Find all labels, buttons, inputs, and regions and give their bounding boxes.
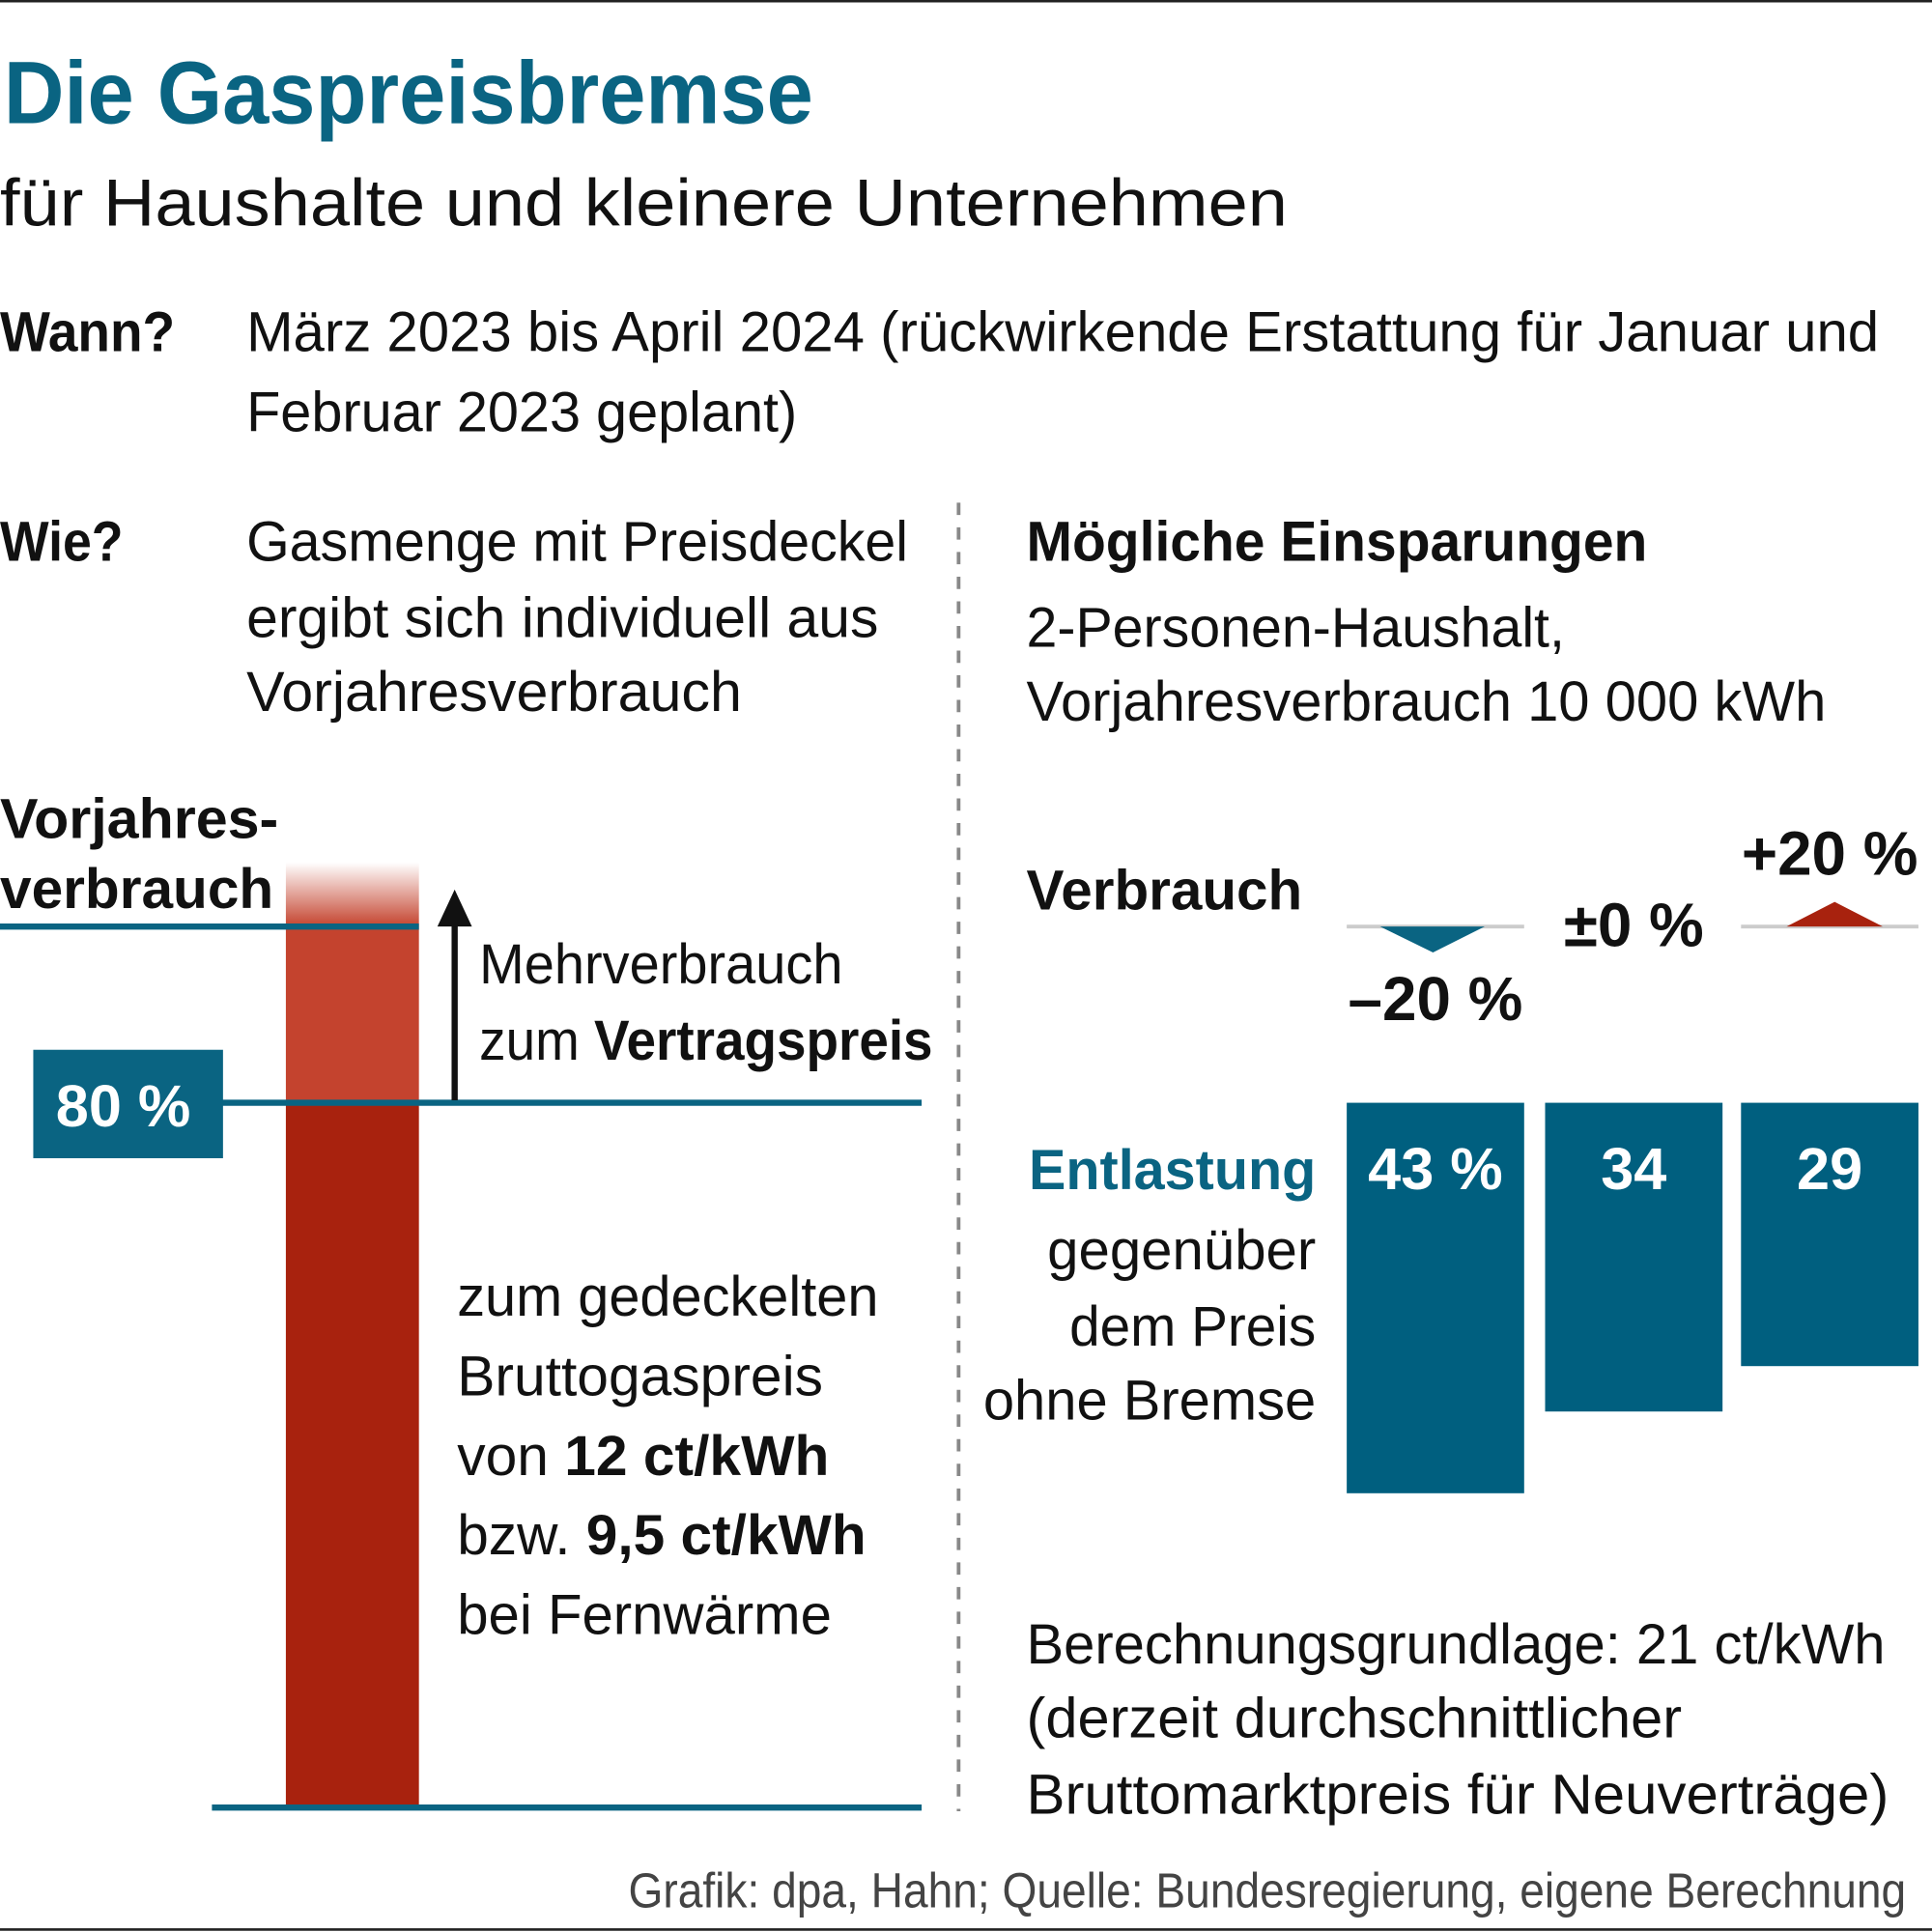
when-label: Wann? [0, 301, 175, 364]
cap-label: 80 % [56, 1073, 191, 1139]
bar-extra [285, 926, 419, 1103]
chart-subtitle: 2-Personen-Haushalt, [1027, 597, 1565, 660]
text-run: bzw. [457, 1504, 586, 1567]
x-label: Verbrauch [1027, 859, 1303, 922]
category-label: +20 % [1742, 819, 1918, 889]
bar [1741, 1102, 1918, 1367]
bar-capped [285, 1102, 419, 1808]
value-label: 43 % [1368, 1136, 1503, 1202]
text-run: Vertragspreis [594, 1009, 933, 1072]
y-label: ohne Bremse [983, 1369, 1316, 1432]
arrow-head [437, 889, 472, 927]
extra-text: zum Vertragspreis [479, 1009, 932, 1072]
extra-text: Mehrverbrauch [479, 933, 842, 996]
base-label: verbrauch [0, 858, 273, 921]
capped-line: bzw. 9,5 ct/kWh [457, 1504, 866, 1567]
how-text: Gasmenge mit Preisdeckel [246, 510, 908, 573]
up-marker [1786, 901, 1883, 927]
capped-line: von 12 ct/kWh [457, 1425, 829, 1488]
category-label: ±0 % [1564, 891, 1704, 960]
bars: 43 % –20 % 34 ±0 % 29 +20 % [1347, 819, 1918, 1493]
category-label: –20 % [1349, 964, 1523, 1034]
text-run: von [457, 1425, 564, 1488]
value-label: 29 [1797, 1136, 1862, 1202]
subtitle: für Haushalte und kleinere Unternehmen [0, 165, 1288, 240]
how-text: Vorjahresverbrauch [246, 661, 742, 724]
capped-line: zum gedeckelten [457, 1265, 878, 1328]
cap-box [33, 1049, 223, 1158]
value-label: 34 [1601, 1136, 1666, 1202]
capped-text: zum gedeckelten Bruttogaspreis von 12 ct/k… [457, 1265, 878, 1646]
text-run: Bruttogaspreis [457, 1346, 823, 1408]
down-marker [1379, 926, 1485, 952]
how-label: Wie? [0, 510, 124, 573]
chart-title: Mögliche Einsparungen [1027, 510, 1648, 573]
base-label: Vorjahres- [0, 787, 278, 850]
bar [1347, 1102, 1524, 1493]
text-run: 9,5 ct/kWh [586, 1504, 867, 1567]
text-run: zum gedeckelten [457, 1265, 878, 1328]
y-label: dem Preis [1069, 1295, 1316, 1358]
how-text: ergibt sich individuell aus [246, 586, 878, 649]
bar-fade [285, 862, 419, 927]
bar [1545, 1102, 1723, 1412]
y-label: Entlastung [1029, 1139, 1316, 1202]
when-text: März 2023 bis April 2024 (rückwirkende E… [246, 301, 1879, 364]
title: Die Gaspreisbremse [4, 44, 813, 143]
text-run: bei Fernwärme [457, 1583, 832, 1646]
capped-line: bei Fernwärme [457, 1583, 832, 1646]
note: Berechnungsgrundlage: 21 ct/kWh [1027, 1613, 1886, 1676]
chart-subtitle: Vorjahresverbrauch 10 000 kWh [1027, 670, 1827, 733]
y-label: gegenüber [1047, 1219, 1316, 1282]
when-text: Februar 2023 geplant) [246, 381, 797, 443]
text-run: 12 ct/kWh [564, 1425, 829, 1488]
source: Grafik: dpa, Hahn; Quelle: Bundesregieru… [629, 1862, 1907, 1918]
text-run: zum [479, 1009, 594, 1072]
note: (derzeit durchschnittlicher [1027, 1687, 1683, 1749]
note: Bruttomarktpreis für Neuverträge) [1027, 1764, 1889, 1827]
capped-line: Bruttogaspreis [457, 1346, 823, 1408]
